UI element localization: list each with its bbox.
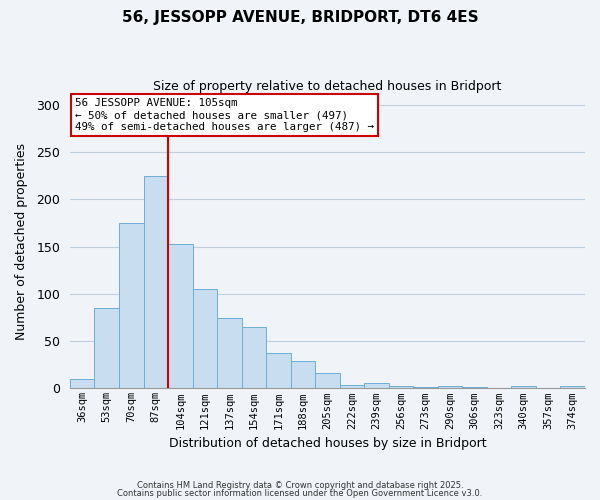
Text: 56, JESSOPP AVENUE, BRIDPORT, DT6 4ES: 56, JESSOPP AVENUE, BRIDPORT, DT6 4ES bbox=[122, 10, 478, 25]
Bar bbox=[266, 354, 290, 388]
Bar bbox=[340, 384, 364, 388]
Text: Contains public sector information licensed under the Open Government Licence v3: Contains public sector information licen… bbox=[118, 488, 482, 498]
Text: Contains HM Land Registry data © Crown copyright and database right 2025.: Contains HM Land Registry data © Crown c… bbox=[137, 481, 463, 490]
Bar bbox=[193, 289, 217, 388]
Bar bbox=[389, 386, 413, 388]
Bar bbox=[143, 176, 168, 388]
Bar bbox=[168, 244, 193, 388]
Bar bbox=[242, 327, 266, 388]
Bar bbox=[438, 386, 463, 388]
Bar bbox=[217, 318, 242, 388]
Bar bbox=[364, 382, 389, 388]
Bar bbox=[70, 379, 94, 388]
Y-axis label: Number of detached properties: Number of detached properties bbox=[15, 144, 28, 340]
Bar bbox=[315, 374, 340, 388]
Bar bbox=[290, 361, 315, 388]
Text: 56 JESSOPP AVENUE: 105sqm
← 50% of detached houses are smaller (497)
49% of semi: 56 JESSOPP AVENUE: 105sqm ← 50% of detac… bbox=[75, 98, 374, 132]
Title: Size of property relative to detached houses in Bridport: Size of property relative to detached ho… bbox=[153, 80, 502, 93]
Bar bbox=[119, 223, 143, 388]
Bar bbox=[511, 386, 536, 388]
Bar bbox=[560, 386, 585, 388]
Bar bbox=[94, 308, 119, 388]
X-axis label: Distribution of detached houses by size in Bridport: Distribution of detached houses by size … bbox=[169, 437, 486, 450]
